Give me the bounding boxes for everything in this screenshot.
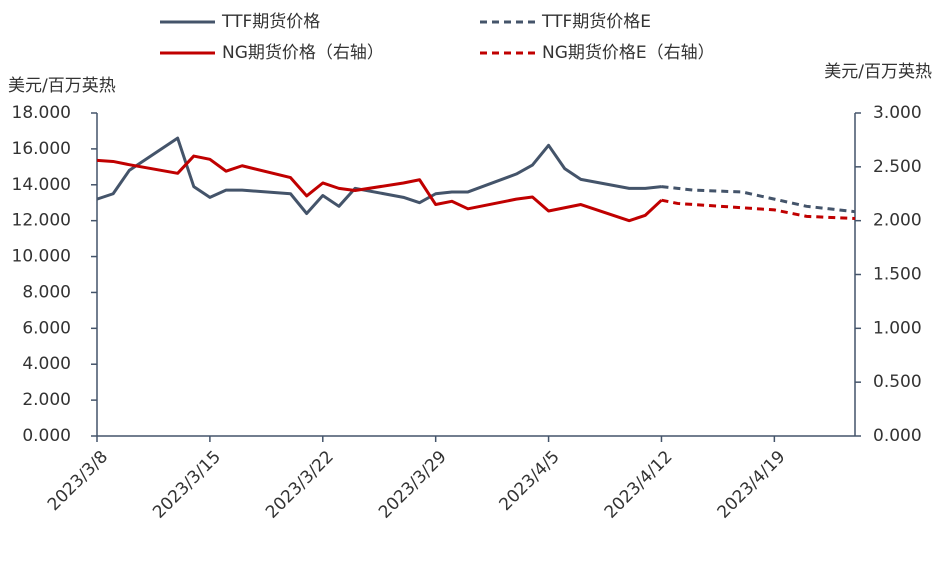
x-tick-label: 2023/3/22 (262, 447, 338, 523)
y-tick-label: 4.000 (22, 354, 71, 374)
y2-tick-label: 0.500 (873, 372, 922, 392)
y-tick-label: 8.000 (22, 282, 71, 302)
y-tick-label: 12.000 (12, 211, 71, 231)
legend-label: TTF期货价格 (221, 12, 320, 32)
y2-tick-label: 2.000 (873, 211, 922, 231)
series-line (96, 136, 662, 215)
legend-label: TTF期货价格E (541, 12, 651, 32)
y-tick-label: 18.000 (12, 103, 71, 123)
y-tick-label: 0.000 (22, 426, 71, 446)
series-line (96, 154, 663, 223)
y2-tick-label: 1.500 (873, 265, 922, 285)
x-tick-label: 2023/3/8 (44, 447, 112, 515)
y2-axis-title: 美元/百万英热 (824, 62, 932, 82)
x-tick-label: 2023/3/15 (149, 447, 225, 523)
y-tick-label: 10.000 (12, 247, 71, 267)
x-tick-label: 2023/3/29 (375, 447, 451, 523)
x-tick-label: 2023/4/5 (496, 447, 564, 515)
y-tick-label: 16.000 (12, 139, 71, 159)
y2-tick-label: 0.000 (873, 426, 922, 446)
y-tick-label: 2.000 (22, 390, 71, 410)
series-line (661, 185, 856, 214)
x-tick-label: 2023/4/19 (714, 447, 790, 523)
y-axis-title: 美元/百万英热 (8, 76, 116, 96)
y2-tick-label: 3.000 (873, 103, 922, 123)
series-line (661, 198, 856, 221)
legend-label: NG期货价格E（右轴） (542, 43, 715, 63)
y2-tick-label: 2.500 (873, 157, 922, 177)
y-tick-label: 14.000 (12, 175, 71, 195)
x-tick-label: 2023/4/12 (601, 447, 677, 523)
y-tick-label: 6.000 (22, 318, 71, 338)
y2-tick-label: 1.000 (873, 318, 922, 338)
legend-label: NG期货价格（右轴） (222, 43, 384, 63)
